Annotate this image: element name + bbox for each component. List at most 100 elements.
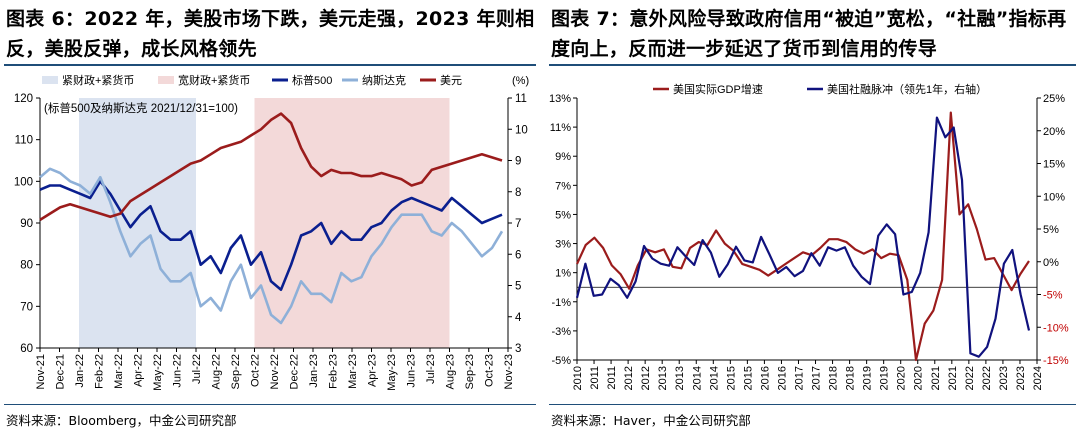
y-left-tick-label: -1%: [551, 297, 571, 309]
legend-label-3: 标普500: [292, 73, 332, 87]
shaded-period-2: [254, 98, 450, 348]
series-line-美国社融脉冲（领先1年，右轴）: [575, 116, 1031, 358]
x-tick-label: 2011: [589, 366, 601, 390]
y-left-tick-label: 9%: [555, 151, 571, 163]
x-tick-label: 2013: [657, 366, 669, 390]
left-source-note: 资料来源：Bloomberg，中金公司研究部: [6, 413, 237, 428]
x-tick-label: 2015: [725, 366, 737, 390]
x-tick-label: 2013: [674, 366, 686, 390]
right-title-rule: [549, 64, 1076, 66]
y-left-tick-label: 70: [20, 301, 33, 313]
right-bottom-rule: [549, 404, 1076, 405]
x-tick-label: 2024: [1032, 366, 1044, 390]
x-tick-label: Dec-21: [55, 354, 67, 389]
x-tick-label: May-22: [152, 354, 164, 391]
x-tick-label: May-23: [386, 354, 398, 391]
y-left-tick-label: 1%: [555, 268, 571, 280]
left-chart-panel: 图表 6：2022 年，美股市场下跌，美元走强，2023 年则相反，美股反弹，成…: [4, 8, 536, 428]
x-tick-label: Jul-23: [425, 354, 437, 384]
legend-swatch-1: [42, 76, 58, 84]
left-title-rule: [4, 64, 536, 66]
right-source-note: 资料来源：Haver，中金公司研究部: [551, 413, 751, 428]
y-left-tick-label: 100: [14, 176, 33, 188]
legend-label-1: 美国实际GDP增速: [673, 82, 763, 96]
y-left-tick-label: 13%: [549, 93, 571, 105]
series-line-标普500: [39, 180, 503, 291]
y-left-tick-label: 7%: [555, 180, 571, 192]
y-right-tick-label: 10: [515, 124, 528, 136]
x-tick-label: 2023: [1015, 366, 1027, 390]
x-tick-label: 2017: [811, 366, 823, 390]
shaded-period-1: [79, 98, 196, 348]
x-tick-label: Sep-23: [464, 354, 476, 389]
legend-label-5: 美元: [440, 74, 462, 87]
x-tick-label: 2016: [776, 366, 788, 390]
x-tick-label: 2012: [640, 366, 652, 390]
y-left-tick-label: 60: [20, 343, 33, 355]
y-right-tick-label: 5%: [1043, 224, 1059, 236]
x-tick-label: Jan-22: [74, 354, 86, 388]
y-left-tick-label: 110: [15, 135, 33, 147]
right-chart-title: 图表 7：意外风险导致政府信用“被迫”宽松，“社融”指标再度向上，反而进一步延迟…: [551, 8, 1067, 60]
x-tick-label: Jan-23: [308, 354, 320, 388]
x-tick-label: Jun-22: [172, 354, 184, 388]
x-tick-label: Mar-22: [113, 354, 125, 389]
x-tick-label: 2012: [623, 366, 635, 390]
x-tick-label: 2021: [947, 366, 959, 390]
legend-label-2: 美国社融脉冲（领先1年，右轴）: [827, 82, 987, 96]
x-tick-label: 2018: [845, 366, 857, 390]
y-right-tick-label: 15%: [1043, 159, 1065, 171]
series-line-美元: [39, 112, 503, 221]
x-tick-label: Nov-23: [503, 354, 515, 389]
left-chart-svg: 紧财政+紧货币 宽财政+紧货币 标普500 纳斯达克 美元 (%) 60 70 80 90 100 1…: [14, 73, 529, 391]
x-tick-label: 2018: [828, 366, 840, 390]
x-tick-label: Dec-22: [289, 354, 301, 389]
x-tick-label: 2020: [913, 366, 925, 390]
y-right-tick-label: 0%: [1043, 257, 1059, 269]
y-right-tick-label: 8: [515, 187, 521, 199]
left-chart-title: 图表 6：2022 年，美股市场下跌，美元走强，2023 年则相反，美股反弹，成…: [6, 8, 535, 60]
x-tick-label: 2015: [742, 366, 754, 390]
y-left-tick-label: 80: [20, 260, 33, 272]
series-line-纳斯达克: [39, 167, 504, 325]
y-right-tick-label: 5: [515, 281, 521, 293]
x-tick-label: Sep-22: [230, 354, 242, 389]
y-right-tick-label: 9: [515, 156, 521, 168]
y-right-tick-label: 11: [515, 93, 527, 105]
y-right-tick-label: 10%: [1043, 191, 1065, 203]
x-tick-label: 2017: [793, 366, 805, 390]
x-tick-label: Mar-23: [347, 354, 359, 389]
x-tick-label: 2016: [759, 366, 771, 390]
y-left-tick-label: 3%: [555, 239, 571, 251]
x-tick-label: Apr-23: [367, 354, 379, 387]
right-axis-unit: (%): [512, 75, 529, 87]
x-tick-label: 2014: [691, 366, 703, 390]
y-right-tick-label: 3: [515, 343, 521, 355]
legend-label-4: 纳斯达克: [362, 74, 406, 87]
x-tick-label: 2023: [998, 366, 1010, 390]
x-tick-label: 2022: [981, 366, 993, 390]
x-tick-label: Feb-23: [328, 354, 340, 389]
y-right-tick-label: 4: [515, 312, 522, 324]
x-tick-label: Oct-22: [250, 354, 262, 387]
y-right-tick-label: 20%: [1043, 126, 1065, 138]
legend-swatch-2: [158, 76, 174, 84]
x-tick-label: 2011: [606, 366, 618, 390]
right-chart-panel: 图表 7：意外风险导致政府信用“被迫”宽松，“社融”指标再度向上，反而进一步延迟…: [545, 0, 1080, 436]
legend-label-1: 紧财政+紧货币: [62, 73, 134, 87]
y-left-tick-label: 120: [14, 93, 33, 105]
x-tick-label: 2019: [862, 366, 874, 390]
x-tick-label: Nov-21: [35, 354, 47, 389]
chart-note: (标普500及纳斯达克 2021/12/31=100): [44, 101, 238, 115]
x-tick-label: 2020: [896, 366, 908, 390]
x-tick-label: 2022: [964, 366, 976, 390]
y-right-tick-label: 25%: [1043, 93, 1065, 105]
x-tick-label: Oct-23: [484, 354, 496, 387]
x-tick-label: Jul-22: [191, 354, 203, 384]
y-right-tick-label: 6: [515, 249, 521, 261]
y-left-tick-label: 5%: [555, 209, 571, 221]
y-right-tick-label: -15%: [1043, 355, 1069, 367]
legend-label-2: 宽财政+紧货币: [178, 73, 250, 87]
x-tick-label: 2019: [879, 366, 891, 390]
x-tick-label: Aug-22: [211, 354, 223, 389]
